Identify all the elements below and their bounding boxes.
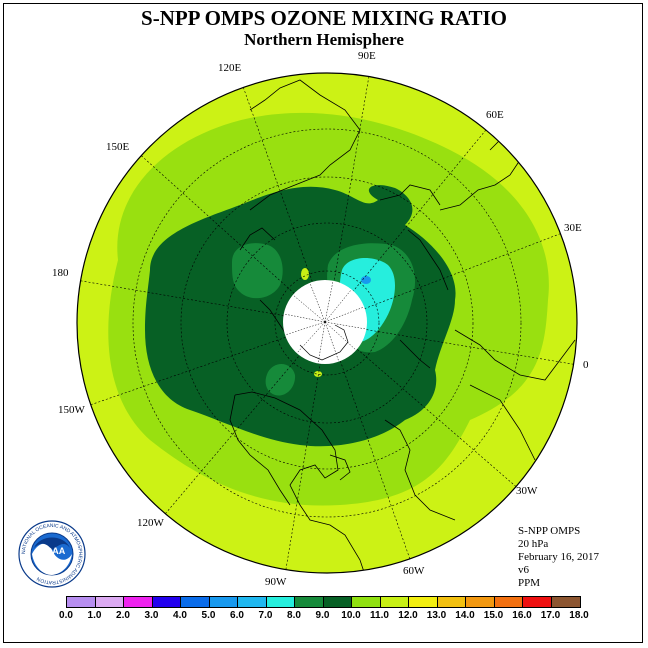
colorbar-tick-label: 10.0 — [341, 610, 361, 621]
colorbar-segment — [124, 597, 153, 607]
colorbar-segment — [409, 597, 438, 607]
colorbar-segment — [95, 597, 124, 607]
lon-label-0: 0 — [583, 359, 589, 371]
colorbar-tick-label: 15.0 — [483, 610, 504, 621]
colorbar-tick-label: 18.0 — [569, 610, 589, 621]
lon-label-60w: 60W — [403, 565, 425, 577]
colorbar-segment — [523, 597, 552, 607]
colorbar-tick-label: 16.0 — [512, 610, 532, 621]
ozone-patch-9a — [232, 243, 283, 299]
logo-text: NOAA — [39, 546, 66, 556]
page-title: S-NPP OMPS OZONE MIXING RATIO — [141, 6, 507, 30]
cap-graticule — [283, 280, 367, 365]
lon-label-120w: 120W — [137, 517, 164, 529]
page-subtitle: Northern Hemisphere — [244, 30, 404, 49]
colorbar-segment — [352, 597, 381, 607]
greenland-coast — [299, 324, 349, 361]
info-version: v6 — [518, 564, 529, 576]
colorbar-segment — [466, 597, 495, 607]
colorbar-segment — [437, 597, 466, 607]
colorbar-tick-label: 1.0 — [87, 610, 102, 621]
colorbar — [66, 596, 581, 608]
lon-label-180: 180 — [52, 267, 69, 279]
colorbar-tick-label: 3.0 — [144, 610, 159, 621]
colorbar-segment — [551, 597, 580, 607]
colorbar-segment — [494, 597, 523, 607]
lon-label-150w: 150W — [58, 404, 85, 416]
colorbar-tick-label: 7.0 — [258, 610, 273, 621]
lon-label-30e: 30E — [564, 222, 582, 234]
colorbar-tick-label: 6.0 — [230, 610, 244, 621]
info-date: February 16, 2017 — [518, 551, 599, 563]
ozone-core-7 — [361, 276, 371, 284]
info-block: S-NPP OMPS 20 hPa February 16, 2017 v6 P… — [518, 525, 599, 590]
colorbar-segment — [181, 597, 210, 607]
colorbar-tick-label: 9.0 — [315, 610, 330, 621]
colorbar-tick-label: 12.0 — [398, 610, 418, 621]
graticule — [77, 73, 577, 573]
colorbar-segment — [323, 597, 352, 607]
info-level: 20 hPa — [518, 538, 549, 550]
colorbar-segment — [266, 597, 295, 607]
info-units: PPM — [518, 577, 541, 589]
colorbar-segment — [380, 597, 409, 607]
figure-frame — [3, 3, 643, 643]
ozone-patch-9c — [265, 364, 296, 396]
map-boundary — [76, 72, 578, 574]
lon-label-150e: 150E — [106, 141, 130, 153]
lon-label-90w: 90W — [265, 576, 287, 588]
colorbar-segment — [209, 597, 238, 607]
colorbar-segment — [295, 597, 324, 607]
colorbar-ticks: 0.0 1.0 2.0 3.0 4.0 5.0 6.0 7.0 8.0 9.0 10.0 11.0 12… — [0, 610, 648, 624]
colorbar-tick-label: 17.0 — [540, 610, 561, 621]
ozone-spot-12 — [301, 268, 309, 280]
lon-label-90e: 90E — [358, 50, 376, 62]
colorbar-tick-label: 13.0 — [426, 610, 447, 621]
colorbar-tick-label: 5.0 — [201, 610, 216, 621]
lon-label-30w: 30W — [516, 485, 538, 497]
colorbar-segment — [238, 597, 267, 607]
lon-label-60e: 60E — [486, 109, 504, 121]
colorbar-tick-label: 0.0 — [59, 610, 73, 621]
info-instrument: S-NPP OMPS — [518, 525, 581, 537]
colorbar-tick-label: 2.0 — [116, 610, 130, 621]
colorbar-segment — [67, 597, 96, 607]
colorbar-tick-label: 4.0 — [173, 610, 187, 621]
ozone-spot-12b — [314, 371, 322, 377]
colorbar-tick-label: 14.0 — [455, 610, 475, 621]
colorbar-tick-label: 11.0 — [370, 610, 389, 621]
colorbar-segment — [152, 597, 181, 607]
lon-label-120e: 120E — [218, 62, 242, 74]
colorbar-tick-label: 8.0 — [287, 610, 301, 621]
noaa-logo: NATIONAL OCEANIC AND ATMOSPHERIC ADMINIS… — [18, 520, 86, 588]
